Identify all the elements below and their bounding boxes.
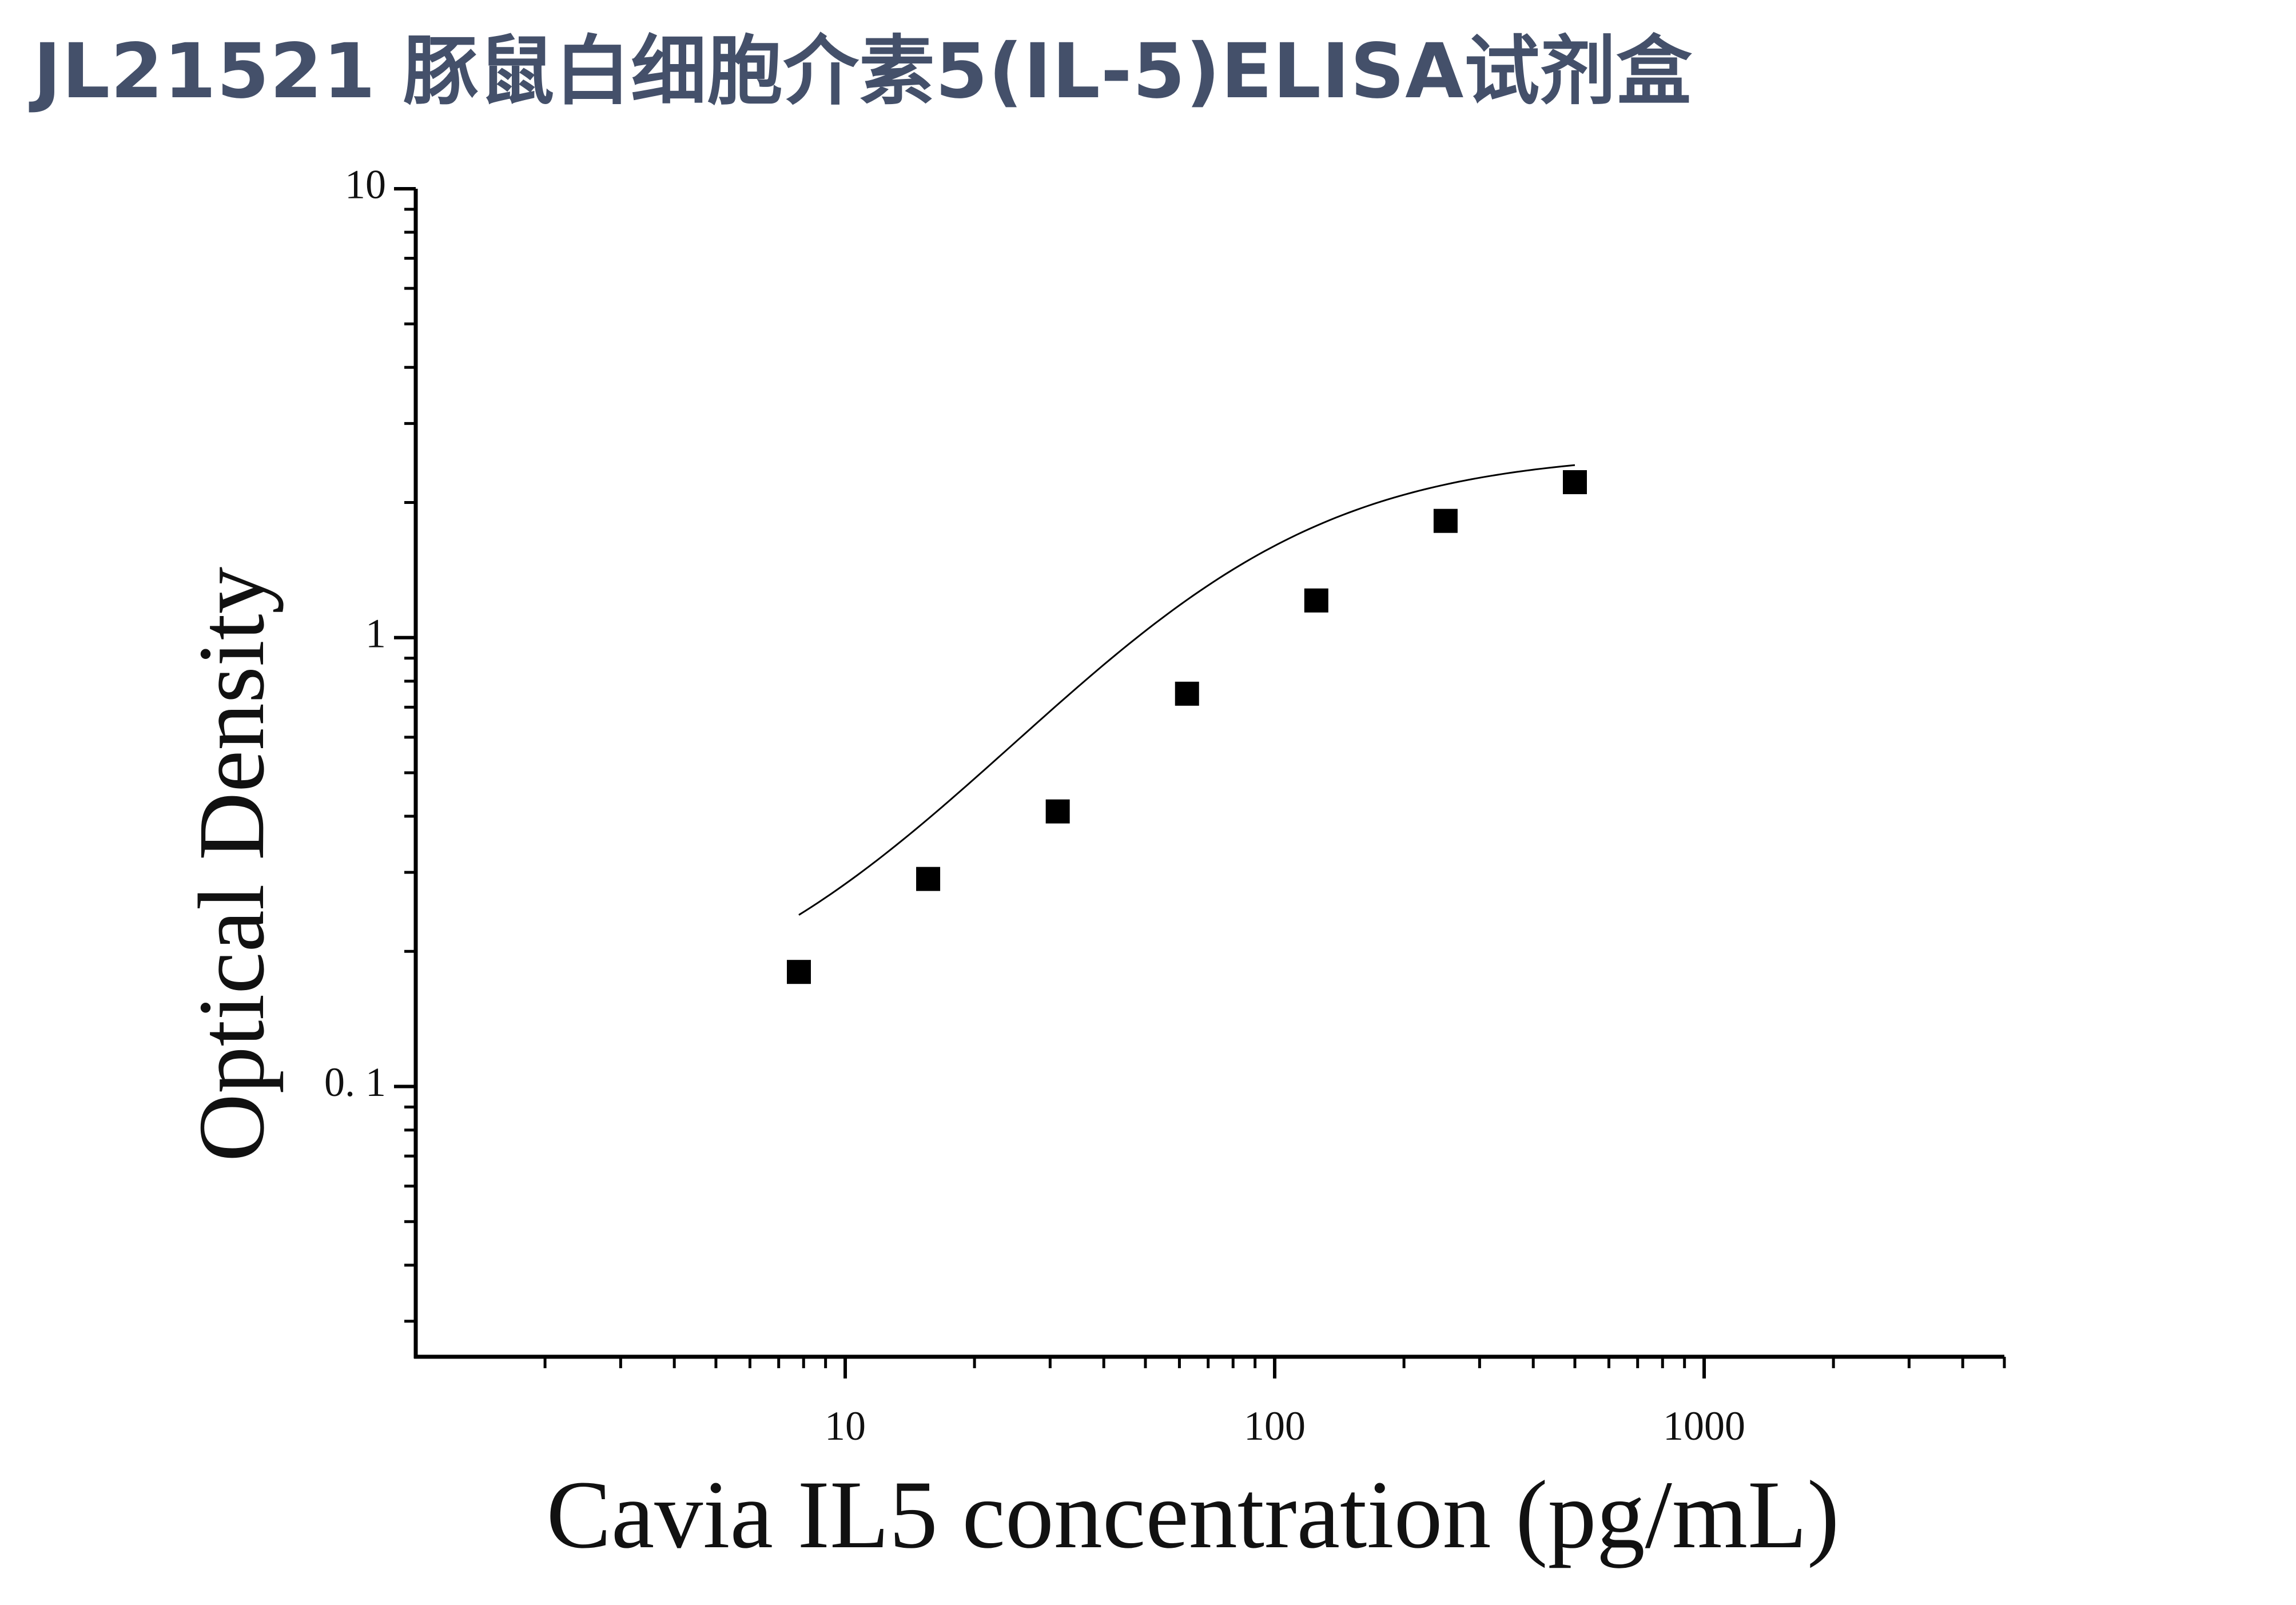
data-point: [786, 960, 811, 984]
y-tick-label: 10: [345, 162, 386, 208]
axes: [413, 189, 2004, 1359]
y-axis-title: Optical Density: [179, 567, 284, 1162]
data-point: [916, 867, 941, 891]
data-point: [1045, 799, 1070, 824]
y-tick-label: 0. 1: [324, 1059, 386, 1105]
data-point: [1433, 508, 1458, 533]
data-point: [1304, 588, 1328, 613]
tick-marks: [394, 187, 2006, 1378]
fit-curve: [798, 464, 1575, 916]
data-point: [1562, 470, 1587, 494]
page-title: JL21521 豚鼠白细胞介素5(IL-5)ELISA试剂盒: [33, 27, 1693, 116]
x-tick-label: 1000: [1663, 1403, 1745, 1449]
data-point: [1175, 681, 1199, 706]
x-tick-label: 100: [1244, 1403, 1306, 1449]
y-tick-label: 1: [365, 610, 386, 656]
x-axis-title: Cavia IL5 concentration (pg/mL): [546, 1461, 1839, 1568]
data-points: [786, 470, 1587, 984]
x-tick-label: 10: [825, 1403, 866, 1449]
